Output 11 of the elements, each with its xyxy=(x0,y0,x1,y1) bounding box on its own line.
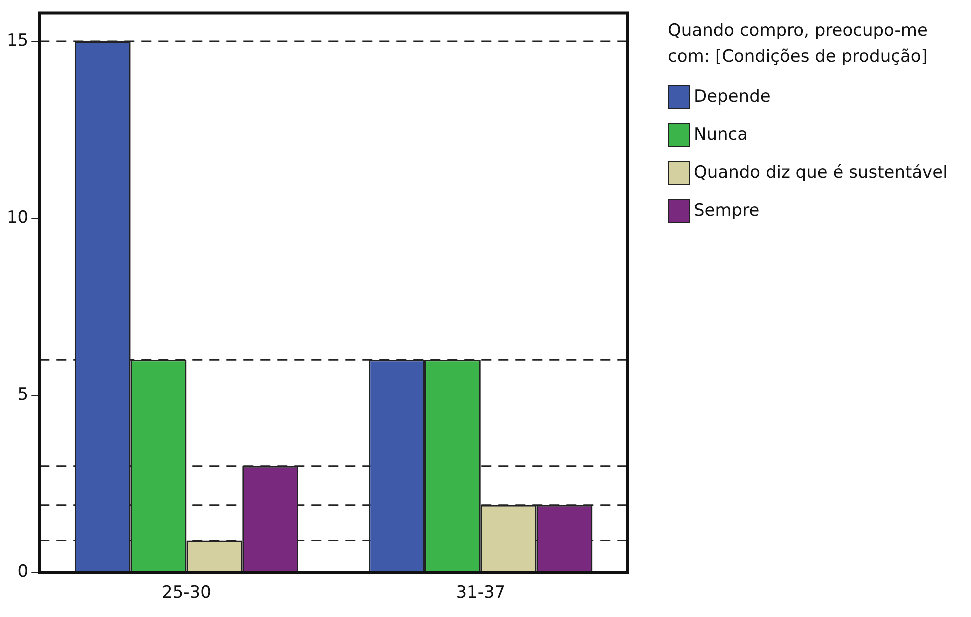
legend-label: Nunca xyxy=(694,125,748,145)
y-tick-label: 5 xyxy=(18,384,29,405)
x-tick-label: 31-37 xyxy=(456,583,506,604)
x-tick-label: 25-30 xyxy=(162,583,212,604)
legend-label: Depende xyxy=(694,87,771,107)
y-tick-label: 0 xyxy=(18,562,29,582)
legend-title: Quando compro, preocupo-me com: [Condições de produção] xyxy=(668,20,929,69)
y-tick-label: 15 xyxy=(6,30,29,51)
y-tick-label: 10 xyxy=(6,208,29,228)
legend-label: Sempre xyxy=(694,201,760,221)
legend-label: Quando diz que é sustentável xyxy=(694,163,948,183)
